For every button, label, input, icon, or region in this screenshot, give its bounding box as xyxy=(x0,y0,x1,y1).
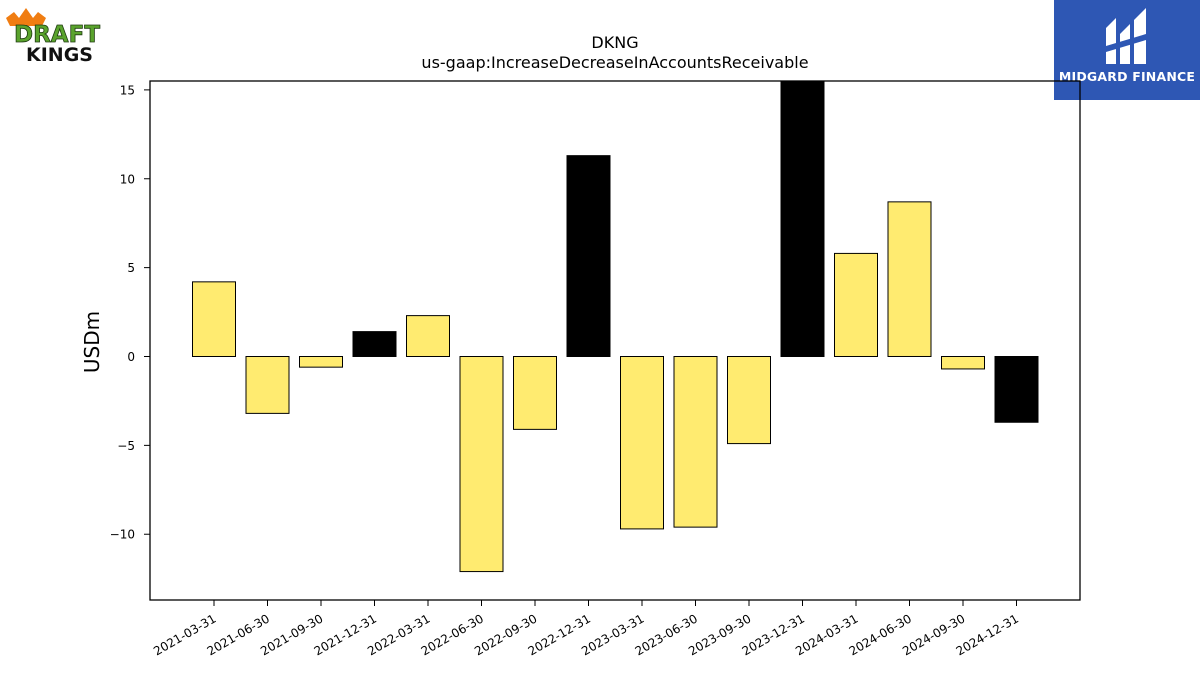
bar-2023-09-30 xyxy=(727,356,771,445)
y-tick-label: 5 xyxy=(127,261,135,275)
plot-frame xyxy=(149,80,1081,601)
bar-2021-06-30 xyxy=(245,356,290,414)
bars-group xyxy=(192,80,1039,573)
bar-2021-09-30 xyxy=(299,356,343,368)
svg-text:DRAFT: DRAFT xyxy=(14,22,100,48)
y-tick-label: −10 xyxy=(110,528,135,542)
midgard-finance-logo-text: MIDGARD FINANCE xyxy=(1058,69,1196,84)
svg-text:KINGS: KINGS xyxy=(26,44,93,66)
bar-2024-06-30 xyxy=(887,201,932,357)
chart-subtitle: us-gaap:IncreaseDecreaseInAccountsReceiv… xyxy=(421,53,808,72)
y-tick-label: 10 xyxy=(120,172,135,186)
y-tick-label: −5 xyxy=(117,439,135,453)
bar-2024-12-31 xyxy=(994,356,1039,423)
crown-icon xyxy=(6,8,46,26)
draftkings-logo: DRAFT KINGS xyxy=(4,4,120,66)
draftkings-logo-mark: DRAFT KINGS xyxy=(6,8,101,66)
bar-2024-03-31 xyxy=(834,252,878,357)
midgard-finance-logo: MIDGARD FINANCE xyxy=(1054,0,1200,100)
bar-2024-09-30 xyxy=(941,356,985,370)
bar-2021-12-31 xyxy=(352,331,397,357)
chart-title: DKNG xyxy=(591,33,638,52)
y-tick-label: 15 xyxy=(120,83,135,97)
bar-2023-12-31 xyxy=(780,80,825,357)
bar-2023-03-31 xyxy=(620,356,664,530)
midgard-mark-icon xyxy=(1106,8,1146,64)
x-axis: 2021-03-312021-06-302021-09-302021-12-31… xyxy=(151,600,1021,658)
y-tick-label: 0 xyxy=(127,350,135,364)
y-axis: −10 −5 0 5 10 15 xyxy=(110,83,150,542)
bar-2022-03-31 xyxy=(406,315,450,357)
bar-2022-09-30 xyxy=(513,356,557,430)
bar-2021-03-31 xyxy=(192,281,236,358)
bar-2023-06-30 xyxy=(673,356,718,528)
bar-2022-12-31 xyxy=(566,155,611,357)
bar-2022-06-30 xyxy=(459,356,504,573)
y-axis-label: USDm xyxy=(80,311,104,373)
